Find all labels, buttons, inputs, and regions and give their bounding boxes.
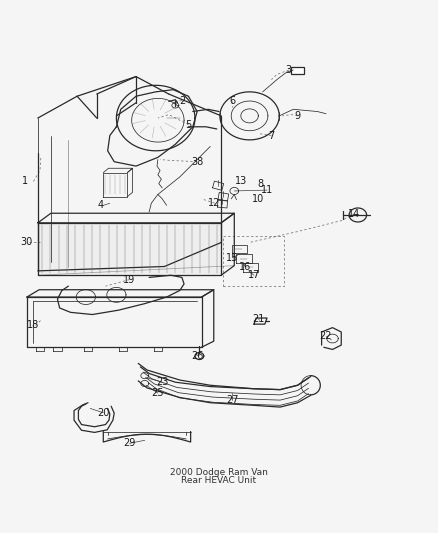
Text: Rear HEVAC Unit: Rear HEVAC Unit xyxy=(181,476,257,485)
Text: 26: 26 xyxy=(191,351,203,361)
Text: 14: 14 xyxy=(348,209,360,219)
Text: 11: 11 xyxy=(261,185,273,195)
FancyBboxPatch shape xyxy=(291,67,304,75)
Text: 25: 25 xyxy=(152,388,164,398)
Text: 2000 Dodge Ram Van: 2000 Dodge Ram Van xyxy=(170,468,268,477)
Text: 5: 5 xyxy=(185,119,191,130)
Text: 19: 19 xyxy=(124,274,136,285)
Text: 22: 22 xyxy=(320,332,332,341)
Text: 7: 7 xyxy=(268,131,275,141)
Text: 1: 1 xyxy=(21,176,28,187)
Text: 8: 8 xyxy=(258,179,264,189)
Text: 13: 13 xyxy=(235,176,247,187)
Text: 29: 29 xyxy=(124,438,136,448)
Text: 23: 23 xyxy=(156,377,169,387)
Text: 20: 20 xyxy=(97,408,110,418)
Text: 27: 27 xyxy=(226,394,238,405)
Polygon shape xyxy=(38,223,221,275)
Text: 4: 4 xyxy=(98,200,104,211)
Text: 18: 18 xyxy=(27,320,39,330)
Text: 3: 3 xyxy=(286,65,292,75)
Text: 6: 6 xyxy=(229,95,235,106)
Text: 9: 9 xyxy=(294,111,300,121)
Text: 16: 16 xyxy=(239,262,251,271)
Text: 10: 10 xyxy=(252,194,265,204)
Text: 30: 30 xyxy=(21,238,33,247)
Text: 21: 21 xyxy=(252,314,265,324)
Text: 2: 2 xyxy=(179,95,185,106)
Text: 38: 38 xyxy=(191,157,203,167)
Text: 15: 15 xyxy=(226,253,238,263)
Text: 17: 17 xyxy=(248,270,260,280)
Text: 12: 12 xyxy=(208,198,221,208)
